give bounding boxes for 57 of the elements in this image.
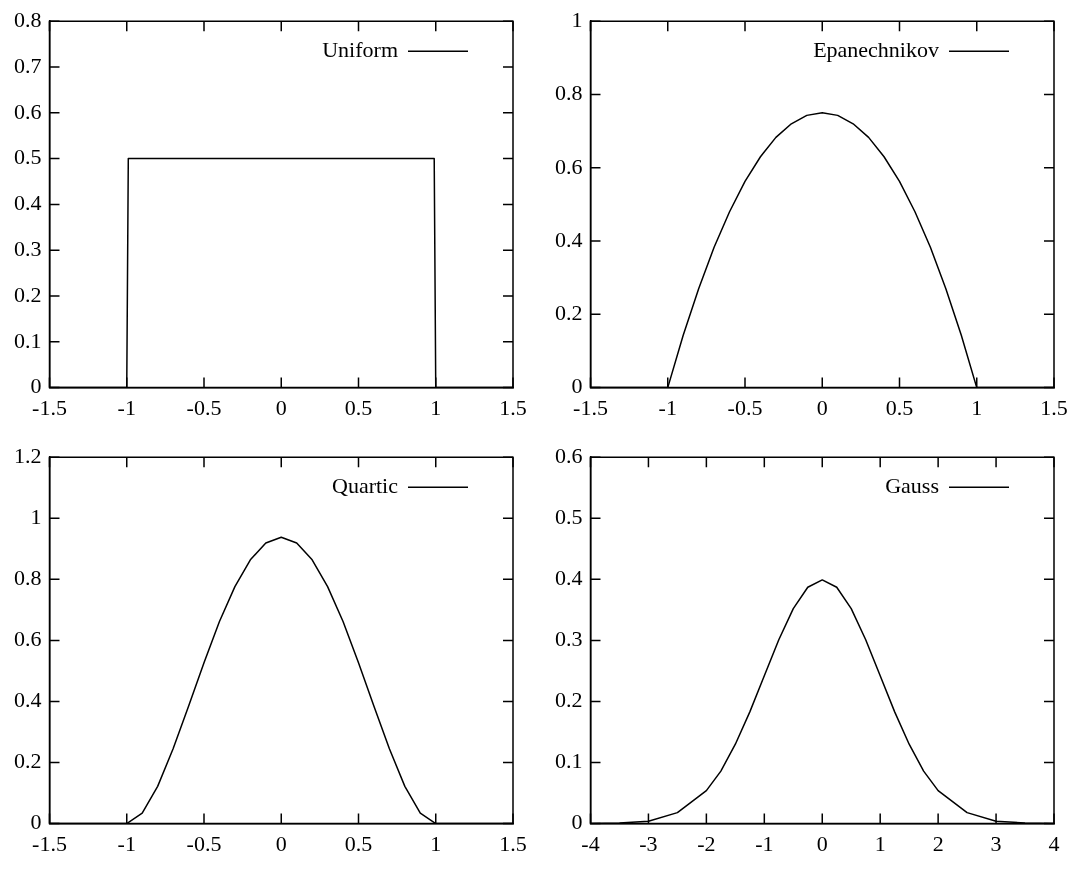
x-tick-label: -1 — [117, 394, 136, 420]
legend-label: Gauss — [885, 472, 939, 498]
x-tick-label: -1 — [117, 830, 136, 856]
y-tick-label: 0.3 — [555, 626, 583, 652]
legend-label: Quartic — [332, 472, 399, 498]
y-tick-label: 0.6 — [14, 98, 42, 124]
x-tick-label: -4 — [581, 830, 600, 856]
y-tick-label: 0.2 — [555, 687, 583, 713]
x-tick-label: 2 — [932, 830, 944, 856]
y-tick-label: 0.8 — [555, 80, 583, 106]
x-tick-label: 1 — [874, 830, 886, 856]
y-tick-label: 0.4 — [14, 687, 42, 713]
x-tick-label: -0.5 — [186, 830, 222, 856]
x-tick-label: 0.5 — [885, 394, 914, 420]
x-tick-label: -1 — [755, 830, 774, 856]
y-tick-label: 0.8 — [14, 6, 42, 32]
x-tick-label: 1 — [430, 830, 442, 856]
x-tick-label: 0 — [275, 394, 287, 420]
y-tick-label: 0.6 — [555, 442, 583, 468]
y-tick-label: 0.6 — [555, 153, 583, 179]
x-tick-label: -0.5 — [186, 394, 222, 420]
y-tick-label: 1 — [30, 504, 42, 530]
y-tick-label: 0.5 — [555, 504, 583, 530]
y-tick-label: 1.2 — [14, 442, 42, 468]
y-tick-label: 0.3 — [14, 235, 42, 261]
x-tick-label: 0 — [275, 830, 287, 856]
y-tick-label: 0.6 — [14, 626, 42, 652]
y-tick-label: 0.2 — [555, 300, 583, 326]
x-tick-label: 4 — [1048, 830, 1060, 856]
x-tick-label: 1.5 — [499, 394, 527, 420]
y-tick-label: 0 — [571, 809, 583, 835]
x-tick-label: -3 — [639, 830, 658, 856]
x-tick-label: 0 — [816, 830, 828, 856]
y-tick-label: 0.4 — [555, 565, 583, 591]
y-tick-label: 1 — [571, 6, 583, 32]
x-tick-label: 1 — [971, 394, 983, 420]
x-tick-label: 1 — [430, 394, 442, 420]
x-tick-label: 0 — [816, 394, 828, 420]
y-tick-label: 0.1 — [14, 327, 42, 353]
legend-label: Uniform — [322, 36, 398, 62]
y-tick-label: 0.7 — [14, 52, 42, 78]
y-tick-label: 0.4 — [555, 226, 583, 252]
x-tick-label: 0.5 — [344, 394, 373, 420]
y-tick-label: 0.8 — [14, 565, 42, 591]
y-tick-label: 0.4 — [14, 190, 42, 216]
x-tick-label: 0.5 — [344, 830, 373, 856]
x-tick-label: 1.5 — [1040, 394, 1068, 420]
x-tick-label: -2 — [697, 830, 716, 856]
legend-label: Epanechnikov — [813, 36, 939, 62]
y-tick-label: 0.5 — [14, 144, 42, 170]
x-tick-label: 3 — [990, 830, 1002, 856]
y-tick-label: 0.2 — [14, 748, 42, 774]
x-tick-label: -0.5 — [727, 394, 763, 420]
x-tick-label: -1 — [658, 394, 677, 420]
x-tick-label: 1.5 — [499, 830, 527, 856]
y-tick-label: 0.1 — [555, 748, 583, 774]
y-tick-label: 0.2 — [14, 281, 42, 307]
